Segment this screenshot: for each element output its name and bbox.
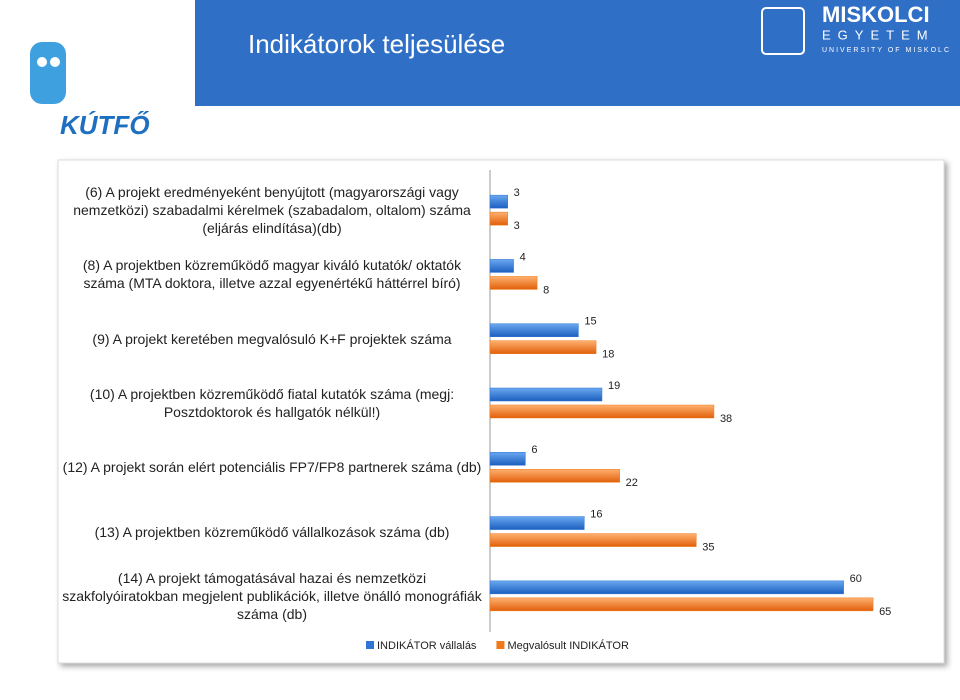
logo-line: EGYETEM	[822, 27, 935, 42]
bar	[489, 404, 715, 419]
value-label: 18	[602, 349, 614, 361]
value-label: 19	[608, 380, 620, 392]
category-label: (9) A projekt keretében megvalósuló K+F …	[92, 330, 452, 347]
value-label: 15	[584, 316, 596, 328]
value-label: 38	[720, 413, 732, 425]
bar	[489, 452, 526, 466]
category-label: (8) A projektben közreműködő magyar kivá…	[82, 257, 462, 292]
bar	[489, 387, 603, 402]
category-label: (13) A projektben közreműködő vállalkozá…	[94, 523, 450, 540]
slide-title: Indikátorok teljesülése	[248, 29, 505, 59]
legend-label: INDIKÁTOR vállalás	[377, 639, 477, 652]
bar	[489, 211, 508, 226]
category-label: (10) A projektben közreműködő fiatal kut…	[89, 386, 455, 420]
bar	[489, 516, 585, 530]
logo-line: MISKOLCI	[822, 2, 930, 27]
bar	[489, 276, 538, 290]
legend-swatch	[366, 641, 374, 649]
value-label: 16	[590, 508, 602, 520]
header-band	[195, 0, 960, 106]
value-label: 3	[514, 187, 520, 199]
value-label: 65	[879, 606, 891, 618]
value-label: 3	[514, 220, 520, 232]
legend-label: Megvalósult INDIKÁTOR	[507, 639, 629, 652]
bar	[489, 340, 597, 354]
value-label: 6	[531, 444, 537, 456]
logo-text: KÚTFŐ	[60, 110, 150, 140]
bar	[489, 259, 514, 273]
bar	[489, 323, 579, 337]
left-logo: KÚTFŐ	[30, 42, 150, 140]
logo-line: UNIVERSITY OF MISKOLC	[822, 47, 951, 54]
bar	[489, 469, 620, 483]
value-label: 35	[702, 541, 714, 553]
value-label: 8	[543, 284, 549, 296]
value-label: 60	[850, 573, 862, 585]
value-label: 22	[626, 477, 638, 489]
category-label: (6) A projekt eredményeként benyújtott (…	[73, 184, 471, 237]
category-label: (12) A projekt során elért potenciális F…	[62, 459, 482, 476]
bar	[489, 597, 874, 612]
bar	[489, 580, 844, 595]
right-logo: MISKOLCI EGYETEM UNIVERSITY OF MISKOLC	[761, 2, 951, 55]
bar	[489, 533, 697, 547]
legend-swatch	[496, 641, 505, 649]
value-label: 4	[520, 251, 526, 263]
bar	[489, 194, 508, 209]
category-label: (14) A projekt támogatásával hazai és ne…	[62, 569, 482, 622]
